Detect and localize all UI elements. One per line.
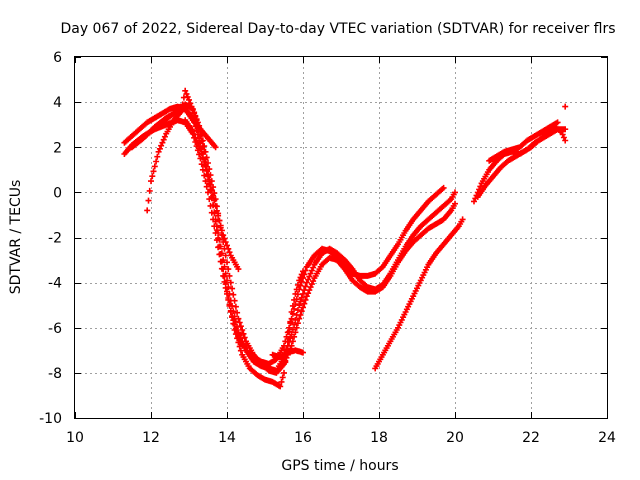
y-axis-tick-labels: -10 -8 -6 -4 -2 0 2 4 6: [39, 50, 62, 427]
y-tick-label: 4: [53, 95, 62, 111]
series-markers: [129, 105, 458, 374]
x-tick-label: 10: [66, 430, 84, 446]
y-tick-label: 0: [53, 185, 62, 201]
x-tick-label: 14: [218, 430, 236, 446]
series-track-8: [372, 216, 466, 372]
chart-title: Day 067 of 2022, Sidereal Day-to-day VTE…: [60, 21, 615, 37]
x-tick-label: 18: [370, 430, 388, 446]
y-tick-label: -10: [39, 411, 62, 427]
y-tick-label: -8: [48, 366, 62, 382]
x-tick-label: 24: [598, 430, 616, 446]
series-markers: [474, 123, 569, 200]
series-track-3: [129, 105, 458, 374]
x-tick-label: 16: [294, 430, 312, 446]
series-markers: [121, 103, 219, 151]
y-tick-label: 6: [53, 50, 62, 66]
y-tick-label: -6: [48, 321, 62, 337]
series-markers: [372, 216, 466, 372]
y-tick-label: -2: [48, 231, 62, 247]
x-axis-tick-labels: 10 12 14 16 18 20 22 24: [66, 430, 616, 446]
x-tick-label: 12: [142, 430, 160, 446]
x-tick-label: 20: [446, 430, 464, 446]
x-tick-label: 22: [522, 430, 540, 446]
series-track-6: [182, 117, 242, 273]
y-tick-label: -4: [48, 276, 62, 292]
plot-frame: [74, 56, 608, 419]
axis-ticks: [75, 57, 608, 419]
data-series: [121, 87, 569, 390]
grid: [75, 57, 607, 418]
series-track-7: [269, 347, 306, 361]
series-markers: [269, 347, 306, 361]
series-track-11: [486, 119, 561, 164]
series-markers: [182, 117, 242, 273]
series-track-5: [121, 103, 219, 151]
x-axis-label: GPS time / hours: [281, 458, 398, 474]
y-axis-label: SDTVAR / TECUs: [8, 180, 24, 295]
series-track-10: [474, 123, 569, 200]
y-tick-label: 2: [53, 140, 62, 156]
series-markers: [486, 119, 561, 164]
